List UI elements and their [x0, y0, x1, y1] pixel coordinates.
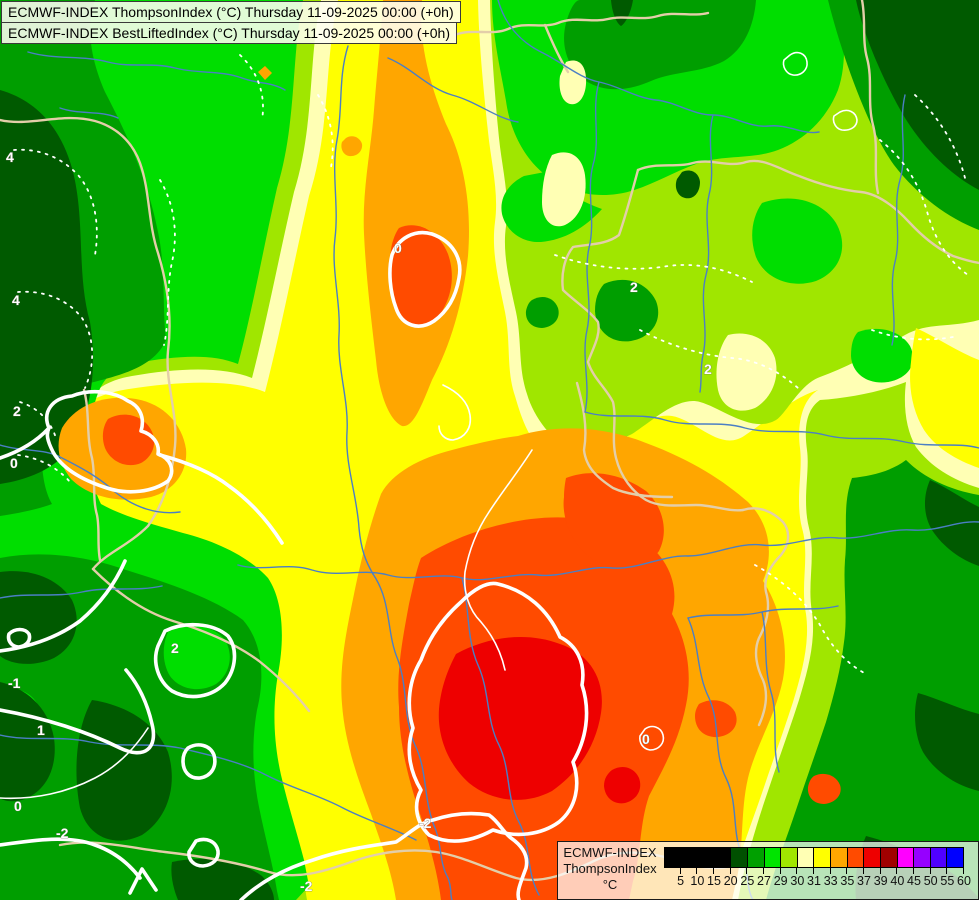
legend-tick-mark	[963, 868, 964, 874]
contour-label: 2	[171, 640, 179, 656]
legend-tick-label: 55	[940, 874, 955, 888]
title-text-best-lifted: ECMWF-INDEX BestLiftedIndex (°C) Thursda…	[8, 25, 450, 41]
contour-label: 4	[6, 149, 14, 165]
legend-swatch	[929, 848, 947, 867]
fill-regions-left	[0, 0, 338, 900]
legend-tick-mark	[879, 868, 881, 874]
legend-swatch	[763, 848, 781, 867]
legend-tick-label: 27	[757, 874, 771, 888]
contour-label: 0	[14, 798, 22, 814]
legend-title-block: ECMWF-INDEX ThompsonIndex °C	[558, 842, 662, 899]
legend-tick-mark	[929, 868, 931, 874]
contour-label: 0	[642, 731, 650, 747]
legend-swatch	[879, 848, 897, 867]
legend: ECMWF-INDEX ThompsonIndex °C 5 10 15 20 25 27…	[557, 841, 979, 900]
legend-swatch	[863, 848, 880, 867]
contour-label: 2	[704, 361, 712, 377]
legend-tick-mark	[762, 868, 764, 874]
legend-tick-label: 31	[807, 874, 821, 888]
legend-tick-mark	[679, 868, 681, 874]
legend-tick-label: 35	[840, 874, 855, 888]
legend-swatch	[913, 848, 930, 867]
legend-tick-label: 15	[707, 874, 721, 888]
contour-label: -2	[56, 825, 69, 841]
title-bar-best-lifted-index: ECMWF-INDEX BestLiftedIndex (°C) Thursda…	[1, 22, 457, 44]
contour-label: 0	[10, 455, 18, 471]
contour-label: -1	[8, 675, 21, 691]
legend-swatch-row	[664, 847, 964, 868]
legend-tick-mark	[796, 868, 798, 874]
legend-tick-mark	[712, 868, 714, 874]
contour-label: 0	[394, 240, 402, 256]
legend-tick-mark	[696, 868, 698, 874]
legend-tick-mark	[946, 868, 948, 874]
contour-label: 1	[37, 722, 45, 738]
legend-color-scale: 5 10 15 20 25 27 29 30 31 33 35 37 39 40 45 50 55 60	[664, 847, 971, 899]
legend-tick-mark	[913, 868, 914, 874]
legend-tick-label: 39	[873, 874, 888, 888]
legend-tick-mark	[862, 868, 864, 874]
legend-tick-label: 33	[823, 874, 838, 888]
legend-swatch	[680, 848, 698, 867]
bli-contours-dotted	[13, 54, 969, 676]
legend-tick-mark	[896, 868, 898, 874]
legend-tick-label: 5	[677, 874, 685, 888]
legend-tick-label: 60	[957, 874, 971, 888]
contour-label: 2	[13, 403, 21, 419]
legend-tick-mark	[729, 868, 731, 874]
legend-tick-label: 30	[790, 874, 805, 888]
legend-tick-mark	[829, 868, 831, 874]
legend-swatch	[896, 848, 914, 867]
title-text-thompson: ECMWF-INDEX ThompsonIndex (°C) Thursday …	[8, 4, 454, 20]
legend-swatch	[813, 848, 831, 867]
legend-swatch	[946, 848, 963, 867]
legend-tick-mark	[813, 868, 814, 874]
legend-swatch	[730, 848, 748, 867]
legend-parameter: ThompsonIndex	[563, 861, 657, 876]
contour-label: -2	[419, 815, 432, 831]
legend-tick-mark	[779, 868, 781, 874]
contour-label: 4	[12, 292, 20, 308]
fill-regions-right	[478, 0, 979, 900]
title-bar-thompson-index: ECMWF-INDEX ThompsonIndex (°C) Thursday …	[1, 1, 461, 23]
legend-swatch	[713, 848, 731, 867]
legend-tick-label: 10	[690, 874, 705, 888]
bli-contours	[0, 51, 858, 900]
legend-tick-label: 25	[740, 874, 755, 888]
legend-swatch	[830, 848, 847, 867]
legend-tick-label: 50	[923, 874, 938, 888]
legend-tick-label: 20	[723, 874, 738, 888]
legend-tick-mark	[846, 868, 848, 874]
legend-swatch	[665, 848, 681, 867]
legend-tick-label: 40	[890, 874, 905, 888]
legend-swatch	[780, 848, 797, 867]
legend-product: ECMWF-INDEX	[563, 845, 657, 860]
legend-tick-label: 29	[773, 874, 788, 888]
legend-swatch	[846, 848, 864, 867]
fill-regions-warm	[58, 0, 841, 900]
legend-swatch	[796, 848, 814, 867]
legend-swatch	[697, 848, 714, 867]
legend-tick-mark	[746, 868, 748, 874]
contour-label: -2	[300, 878, 313, 894]
legend-swatch	[747, 848, 764, 867]
legend-tick-label: 37	[857, 874, 871, 888]
contour-label: 2	[630, 279, 638, 295]
legend-tick-label: 45	[907, 874, 921, 888]
legend-unit: °C	[602, 877, 618, 892]
